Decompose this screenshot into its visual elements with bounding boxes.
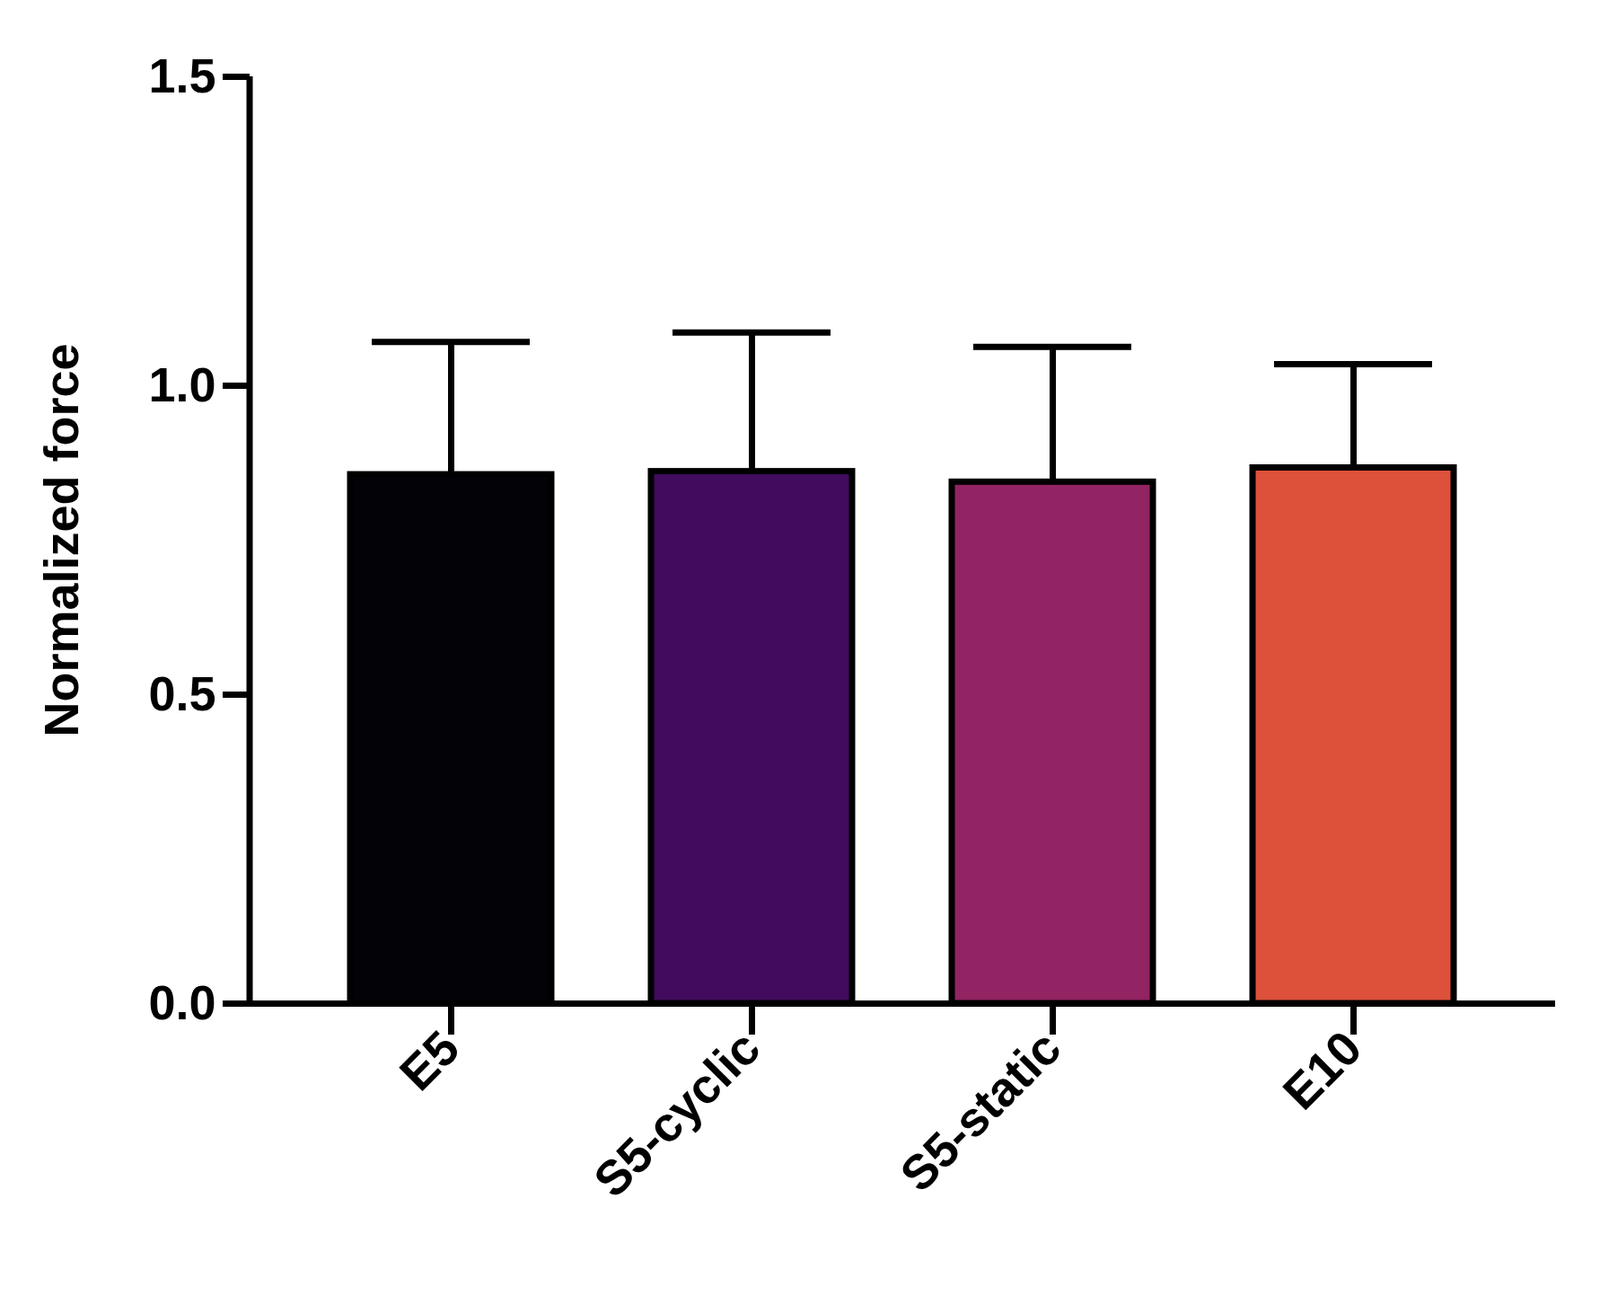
svg-text:E10: E10 [1272, 1019, 1372, 1119]
svg-text:E5: E5 [388, 1019, 469, 1100]
svg-text:1.0: 1.0 [148, 357, 216, 412]
svg-text:S5-static: S5-static [889, 1019, 1072, 1202]
svg-text:0.0: 0.0 [148, 975, 216, 1029]
svg-text:1.5: 1.5 [148, 48, 216, 103]
svg-text:S5-cyclic: S5-cyclic [582, 1019, 770, 1207]
svg-text:0.5: 0.5 [148, 666, 216, 721]
svg-text:Normalized force: Normalized force [34, 342, 88, 737]
